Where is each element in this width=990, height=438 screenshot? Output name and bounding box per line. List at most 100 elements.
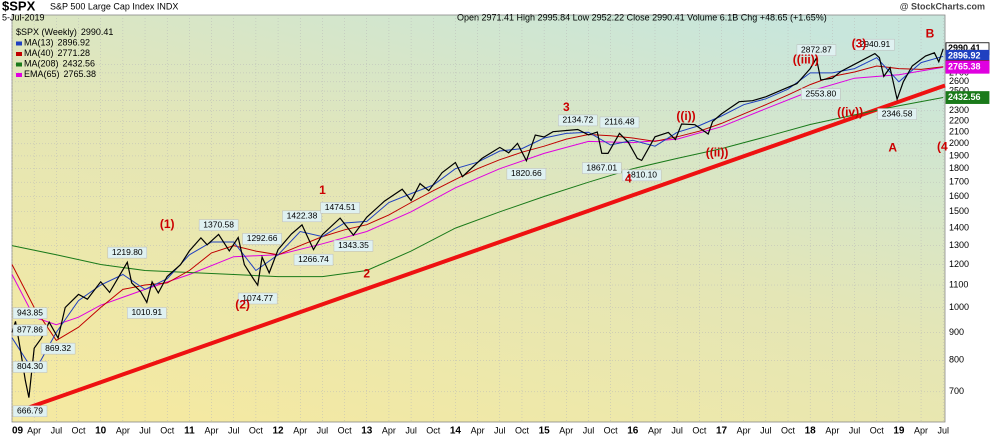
annotation: 877.86 [17,325,43,335]
x-tick-label: Apr [825,425,839,435]
x-tick-label: Oct [249,425,264,435]
x-tick-label: 10 [95,426,107,437]
x-tick-label: 15 [539,426,551,437]
legend-swatch [16,52,22,56]
legend-value: 2771.28 [58,48,91,58]
source: @ StockCharts.com [900,1,985,11]
x-tick-label: Oct [338,425,353,435]
legend-entry: MA(13) 2896.92 [24,38,90,48]
y-tick-label: 800 [949,355,964,365]
wave-label: B [926,26,935,40]
annotation: 1867.01 [586,162,617,172]
x-tick-label: 17 [716,426,728,437]
x-tick-label: 09 [12,426,24,437]
price-line [11,48,944,398]
wave-label: ((iii)) [793,52,819,66]
x-tick-label: 11 [184,426,195,437]
y-tick-label: 2300 [949,105,969,115]
ma-line [11,97,944,278]
x-tick-label: Apr [116,425,130,435]
wave-label: ((iv)) [837,105,863,119]
legend-value: 2765.38 [64,69,97,79]
annotation: 804.30 [17,361,43,371]
x-tick-label: 19 [893,426,905,437]
legend-value: 2896.92 [58,38,91,48]
last-value-tag [945,91,990,104]
x-tick-label: 18 [805,426,817,437]
x-tick-label: Jul [228,425,240,435]
annotation-box [855,38,895,51]
legend-entry: MA(208) 2432.56 [24,59,95,69]
y-tick-label: 1000 [949,302,969,312]
annotation-box [506,168,547,180]
y-tick-label: 2100 [949,127,969,137]
y-tick-label: 1300 [949,240,969,250]
wave-label: 1 [319,183,326,197]
x-tick-label: Oct [426,425,441,435]
x-tick-label: Apr [471,425,485,435]
annotation-box [293,253,334,266]
annotation-box [198,219,239,231]
annotation-box [558,114,598,127]
annotation-box [801,88,841,100]
x-tick-label: Jul [317,425,329,435]
legend-swatch [16,41,22,46]
annotation-box [12,361,48,373]
annotation: 2116.48 [604,117,634,127]
annotation: 1370.58 [203,219,234,229]
annotation: 1074.77 [242,293,273,303]
last-value: 2990.41 [948,43,981,53]
legend-value: 2990.41 [81,27,114,37]
x-tick-label: 13 [361,426,373,437]
legend-value: 2432.56 [63,59,96,69]
annotation: 666.79 [17,406,43,416]
x-tick-label: Jul [51,425,63,435]
annotation-box [282,210,322,223]
legend-swatch [16,73,22,77]
x-tick-label: Jul [583,425,595,435]
legend-name: EMA(65) [24,69,60,79]
x-tick-label: Jul [494,425,506,435]
annotation: 1820.66 [511,168,542,178]
annotation-box [242,233,282,245]
annotation: 2346.58 [882,108,913,118]
annotation: 1422.38 [287,211,318,221]
annotation-box [12,307,48,319]
ma-line [11,65,944,342]
legend-name: MA(40) [24,48,54,58]
annotation: 2553.80 [805,88,836,98]
last-value: 2765.38 [948,62,981,72]
y-tick-label: 1500 [949,206,969,216]
y-tick-label: 900 [949,327,964,337]
legend-name: MA(208) [24,59,59,69]
last-value-tag [945,60,990,74]
x-tick-label: Apr [205,425,219,435]
date: 5-Jul-2019 [2,12,45,22]
y-tick-label: 700 [949,386,964,396]
y-tick-label: 1800 [949,163,969,173]
x-tick-label: Apr [648,425,662,435]
y-tick-label: 1200 [949,259,969,269]
y-tick-label: 2600 [949,76,969,86]
annotation: 943.85 [17,307,43,317]
annotation-box [237,292,278,305]
annotation-box [107,246,148,259]
annotation-box [796,44,837,56]
chart-title: $SPX [2,0,36,13]
annotation-box [621,169,662,182]
y-tick-label: 1100 [949,279,968,289]
annotation-box [12,405,48,418]
y-tick-label: 1900 [949,150,969,160]
annotation: 2134.72 [562,115,593,125]
x-tick-label: 14 [450,426,462,437]
x-tick-label: Jul [405,425,417,435]
x-tick-label: Jul [671,425,683,435]
x-tick-label: Apr [737,425,751,435]
x-tick-label: Oct [870,425,885,435]
annotation-box [12,324,48,337]
last-value: 2432.56 [948,92,981,102]
annotation-box [582,162,622,174]
x-tick-label: Oct [604,425,619,435]
wave-label: 3 [563,100,570,114]
legend-entry: $SPX (Weekly) 2990.41 [16,27,113,37]
